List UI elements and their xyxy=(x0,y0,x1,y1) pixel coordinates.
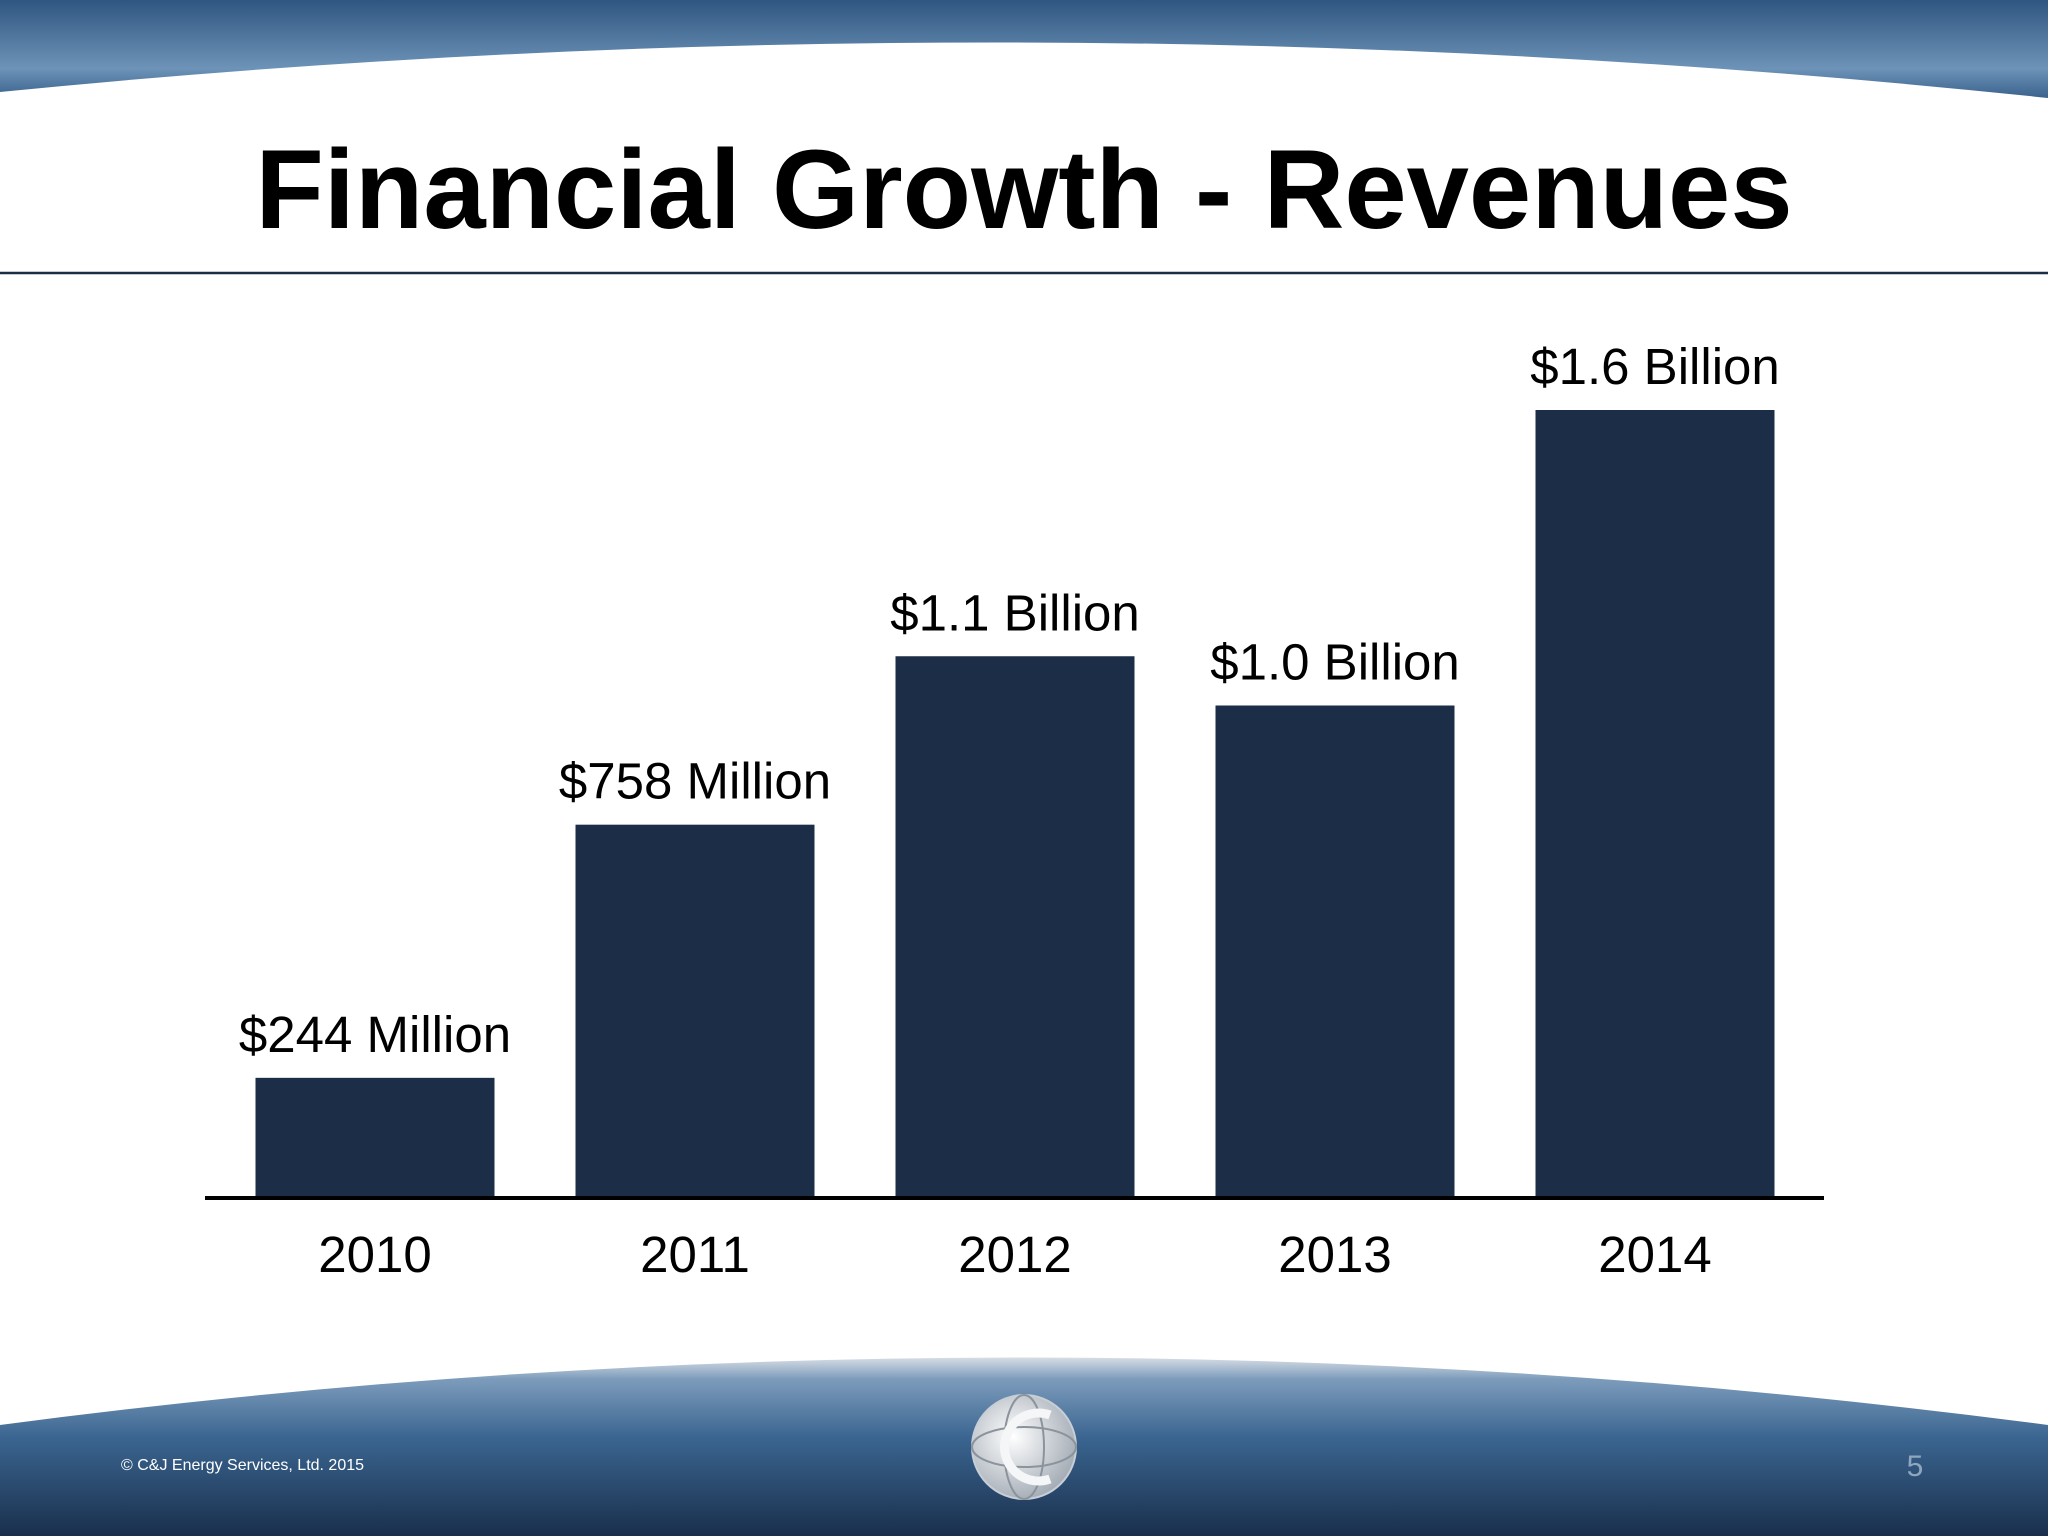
x-tick-label: 2012 xyxy=(958,1226,1071,1283)
x-tick-label: 2010 xyxy=(318,1226,431,1283)
logo-latitude xyxy=(971,1426,1077,1468)
x-tick-label: 2013 xyxy=(1278,1226,1391,1283)
copyright: © C&J Energy Services, Ltd. 2015 xyxy=(121,1457,364,1474)
logo-globe xyxy=(971,1394,1077,1500)
value-label: $1.1 Billion xyxy=(890,584,1140,641)
logo xyxy=(971,1394,1077,1500)
chart-title: Financial Growth - Revenues xyxy=(255,127,1792,252)
page-number: 5 xyxy=(1907,1450,1924,1483)
value-label: $758 Million xyxy=(559,753,831,810)
header-band xyxy=(0,0,2048,98)
x-tick-label: 2011 xyxy=(640,1226,750,1283)
bar xyxy=(1215,705,1455,1198)
x-tick-label: 2014 xyxy=(1598,1226,1711,1283)
bar xyxy=(1535,410,1775,1198)
bar xyxy=(255,1077,495,1198)
logo-mark xyxy=(1000,1408,1052,1486)
value-label: $1.0 Billion xyxy=(1210,634,1460,691)
bar xyxy=(895,656,1135,1198)
value-label: $244 Million xyxy=(239,1006,511,1063)
bar xyxy=(575,824,815,1198)
value-label: $1.6 Billion xyxy=(1530,338,1780,395)
